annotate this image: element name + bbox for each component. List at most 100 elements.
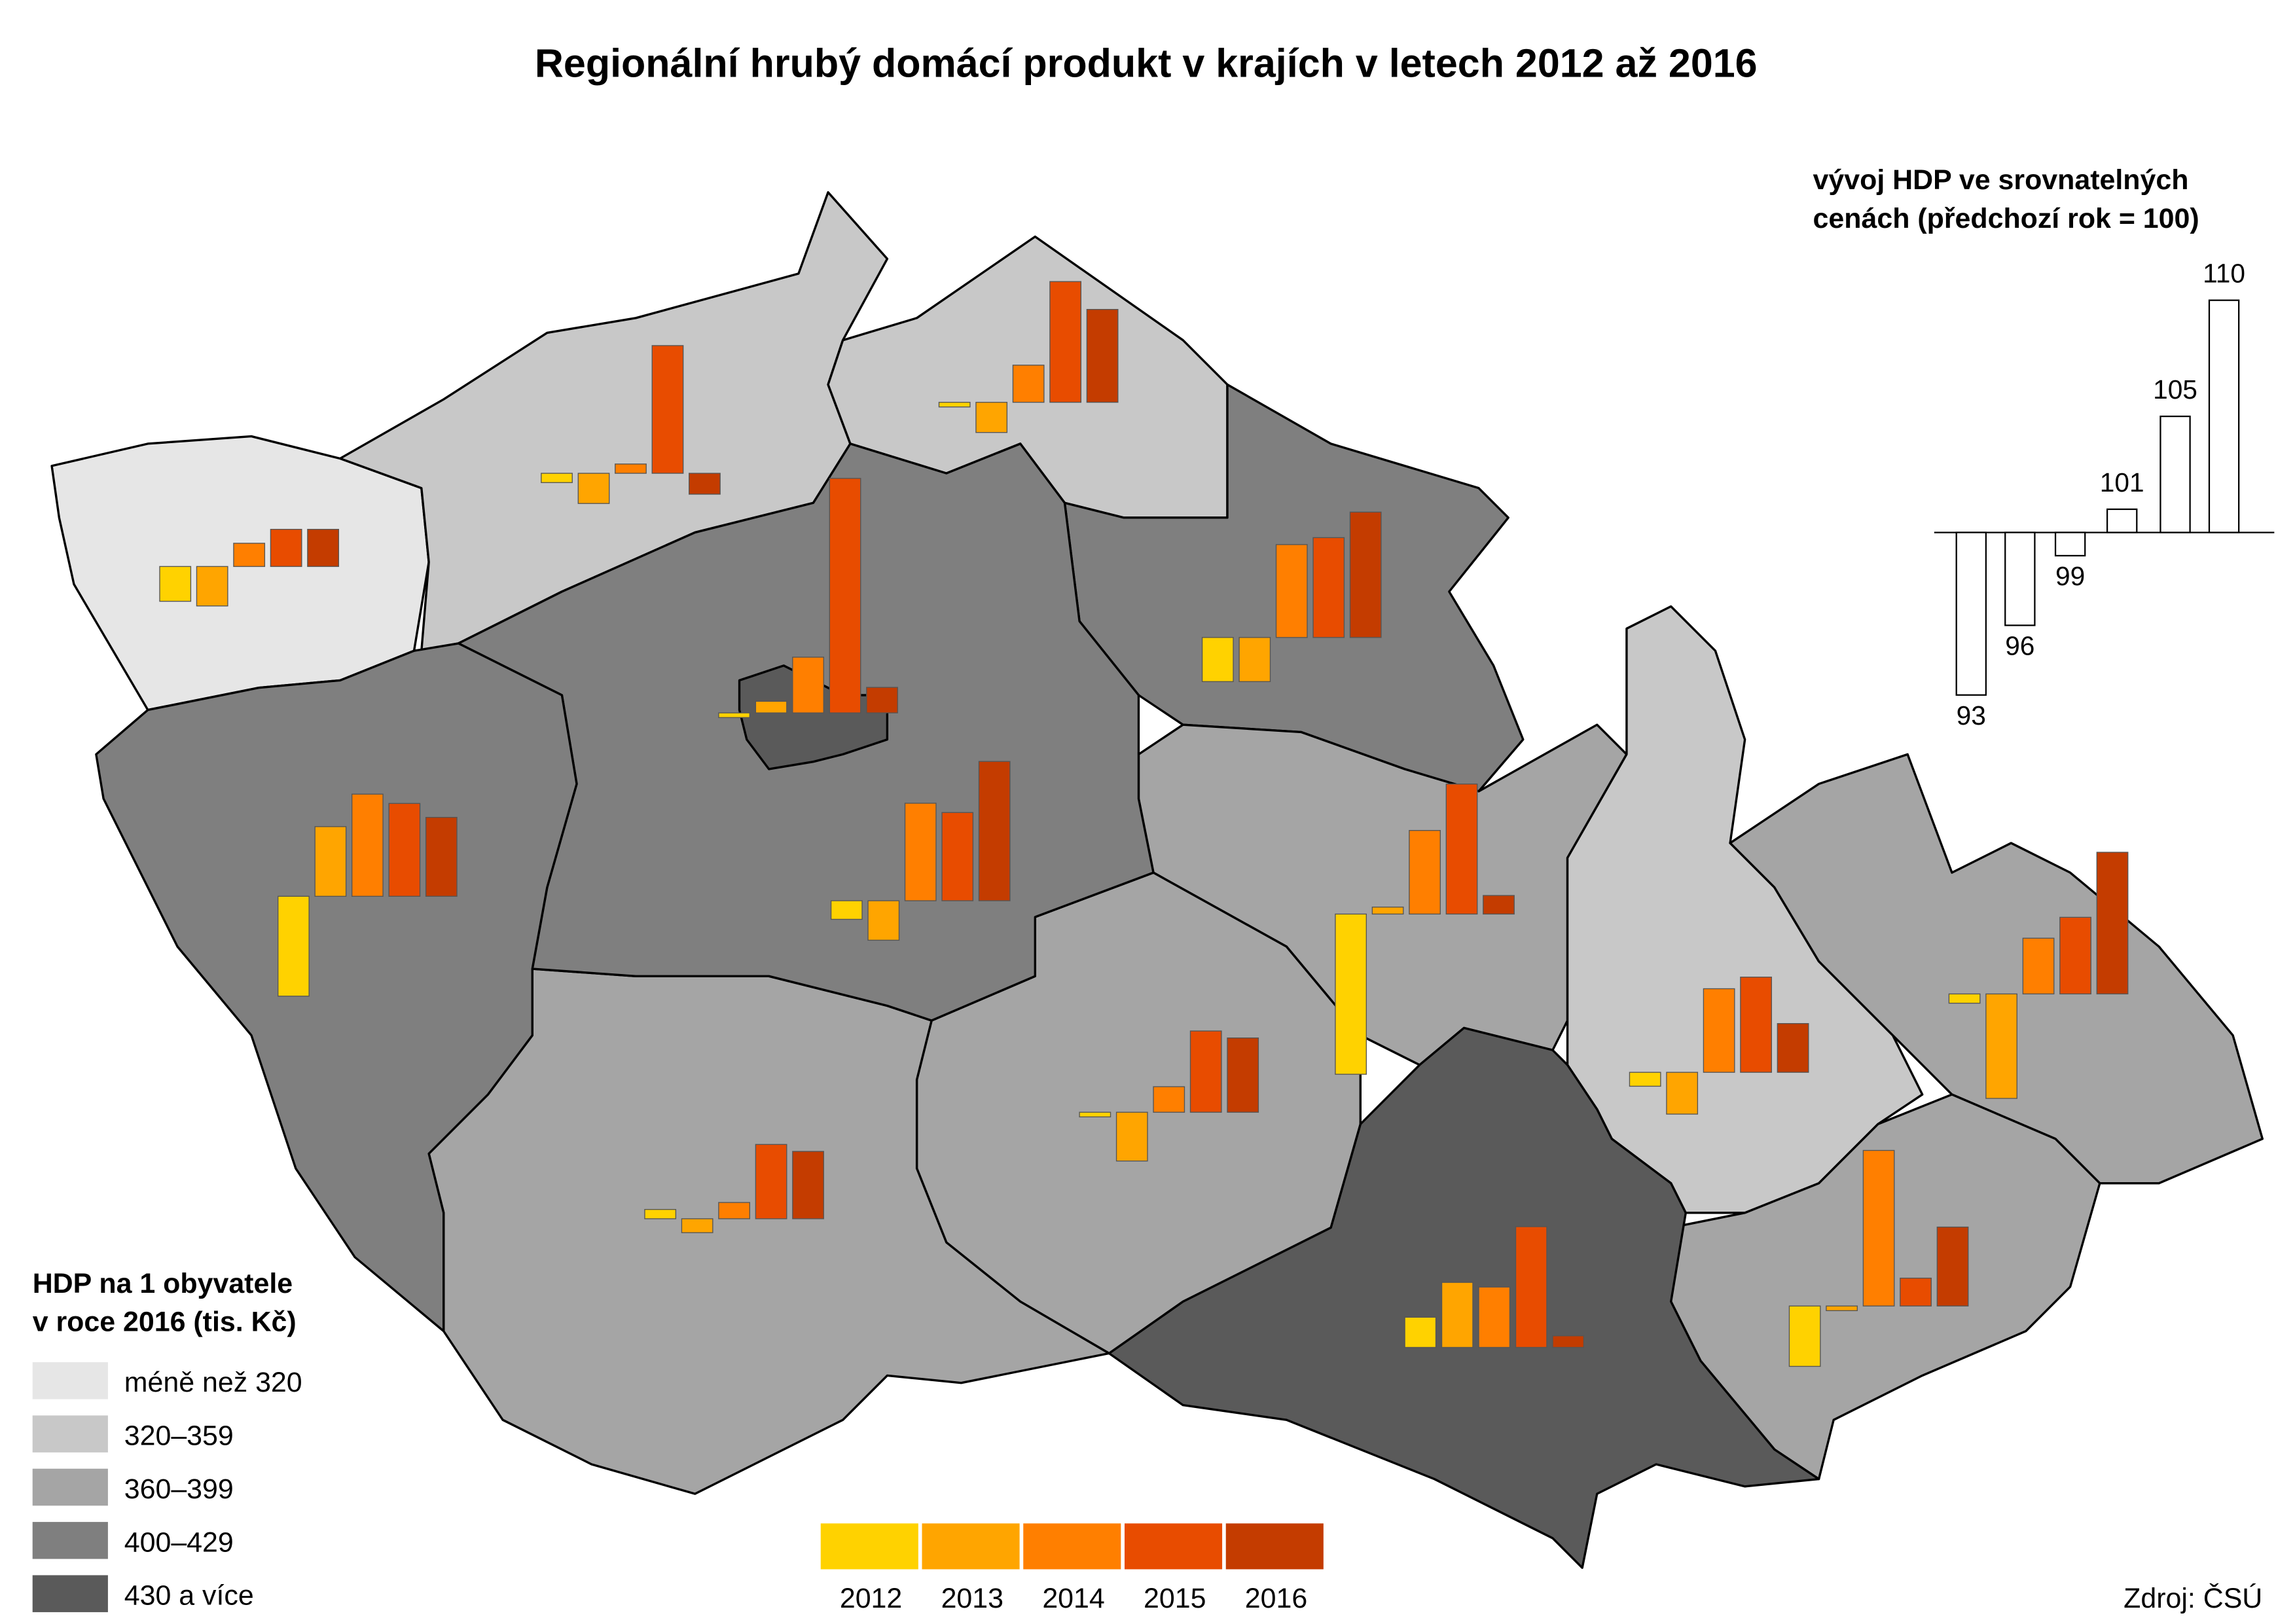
legend-swatch	[32, 1575, 108, 1612]
bar	[1483, 895, 1515, 915]
legend-label: 430 a více	[124, 1580, 254, 1612]
bar	[755, 1144, 787, 1219]
legend-swatch	[32, 1415, 108, 1453]
bar	[689, 473, 721, 495]
legend-label: méně než 320	[124, 1367, 302, 1398]
bar	[1703, 988, 1735, 1073]
bar	[718, 712, 751, 718]
key-value-label: 110	[2203, 259, 2245, 289]
bar	[388, 803, 421, 897]
bar	[1049, 281, 1082, 403]
key-chart: vývoj HDP ve srovnatelných cenách (předch…	[1813, 164, 2275, 731]
year-label: 2016	[1245, 1583, 1307, 1614]
key-bar	[1955, 532, 1987, 696]
bar	[2096, 852, 2129, 995]
bar	[1115, 1111, 1148, 1162]
bar	[1238, 637, 1271, 682]
bar	[792, 1151, 824, 1219]
bar	[1629, 1072, 1661, 1087]
bar	[718, 1202, 751, 1219]
bar	[1404, 1316, 1437, 1348]
bar	[1478, 1286, 1511, 1348]
key-bar	[2004, 532, 2036, 626]
bar	[1079, 1111, 1111, 1117]
bar	[1826, 1305, 1858, 1311]
legend-title: v roce 2016 (tis. Kč)	[33, 1307, 297, 1338]
bar	[1666, 1072, 1699, 1115]
legend-swatch	[32, 1522, 108, 1559]
region-bars	[159, 281, 2129, 1367]
bar	[1153, 1086, 1185, 1113]
bar	[1349, 511, 1382, 638]
bar	[1335, 913, 1367, 1075]
region	[95, 642, 578, 1333]
bar	[1012, 365, 1045, 403]
bar	[866, 687, 898, 713]
bar	[1201, 637, 1234, 682]
legend-label: 360–399	[124, 1473, 234, 1505]
key-title: cenách (předchozí rok = 100)	[1813, 203, 2199, 234]
bar	[1409, 830, 1441, 915]
key-value-label: 93	[1957, 700, 1986, 731]
key-bar	[2208, 299, 2240, 533]
legend-label: 400–429	[124, 1526, 234, 1558]
source: Zdroj: ČSÚ	[2123, 1583, 2262, 1614]
year-label: 2013	[941, 1583, 1003, 1614]
bar	[1441, 1282, 1473, 1348]
bar	[351, 793, 384, 897]
bar	[867, 900, 900, 941]
year-swatch	[1124, 1523, 1223, 1570]
key-value-label: 105	[2153, 374, 2197, 405]
bar	[651, 345, 684, 474]
key-bar	[2054, 532, 2086, 557]
year-swatch	[1023, 1523, 1121, 1570]
bar	[1862, 1149, 1895, 1307]
bar	[541, 473, 573, 483]
legend-swatch	[32, 1468, 108, 1506]
bar	[278, 895, 310, 997]
bar	[1777, 1023, 1809, 1073]
legend-swatch	[32, 1362, 108, 1399]
bar	[829, 478, 861, 713]
key-value-label: 96	[2005, 631, 2034, 661]
bar	[1788, 1305, 1821, 1367]
year-label: 2012	[840, 1583, 902, 1614]
bar	[978, 761, 1011, 901]
bar	[644, 1209, 677, 1219]
bar	[904, 803, 937, 901]
bar	[941, 812, 974, 901]
bar	[577, 473, 610, 504]
bar	[938, 401, 971, 408]
bar	[270, 528, 302, 568]
bar	[615, 463, 647, 474]
year-label: 2014	[1042, 1583, 1104, 1614]
key-bar	[2159, 415, 2191, 533]
key-value-label: 101	[2100, 467, 2144, 497]
legend-title: HDP na 1 obyvatele	[33, 1268, 293, 1299]
legend: HDP na 1 obyvatele v roce 2016 (tis. Kč) m…	[32, 1268, 1324, 1614]
region	[1729, 753, 2264, 1185]
year-label: 2015	[1144, 1583, 1206, 1614]
key-value-label: 99	[2055, 561, 2085, 591]
bar	[1189, 1030, 1222, 1113]
bar	[1445, 784, 1478, 915]
bar	[1227, 1037, 1259, 1113]
bar	[1312, 537, 1345, 638]
bar	[196, 566, 228, 607]
bar	[314, 826, 347, 897]
key-bar	[2106, 508, 2138, 533]
title: Regionální hrubý domácí produkt v krajíc…	[535, 41, 1758, 85]
bar	[1985, 993, 2017, 1099]
bar	[1552, 1335, 1585, 1348]
bar	[830, 900, 863, 920]
bar	[159, 566, 192, 602]
bar	[1515, 1226, 1547, 1348]
year-swatch	[820, 1523, 918, 1570]
year-swatch	[1225, 1523, 1324, 1570]
bar	[2059, 916, 2091, 995]
bar	[755, 700, 787, 713]
bar	[233, 543, 266, 568]
bar	[2022, 937, 2055, 995]
bar	[792, 657, 824, 713]
